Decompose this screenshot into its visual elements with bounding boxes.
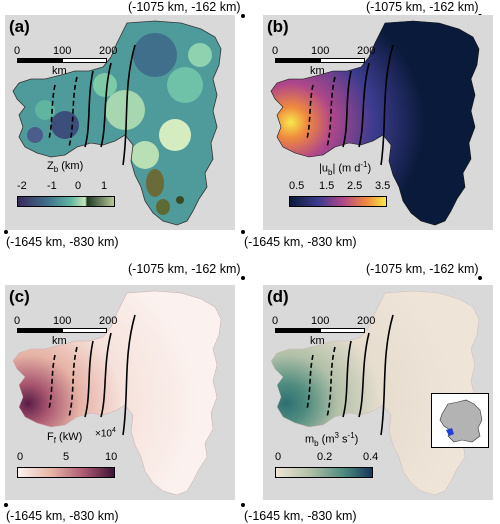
colorbar-tick: 0.5	[289, 180, 305, 192]
panel-label: (c)	[9, 287, 30, 306]
antarctica-map-icon	[439, 399, 483, 443]
corner-dot	[241, 503, 245, 507]
scale-segment-white	[320, 328, 365, 333]
antarctica-locator-inset	[431, 393, 489, 448]
colorbar-tick: -2	[17, 180, 27, 192]
scale-segment-black	[275, 58, 320, 63]
panel-label: (b)	[267, 17, 289, 36]
map-panel-basal-melt: (d) 0 100 200 km mb (m3 s-1) 0 0.2 0.4	[263, 285, 493, 500]
scale-segment-black	[17, 58, 62, 63]
corner-label-bottom-left-d: (-1645 km, -830 km)	[244, 509, 357, 523]
map-panel-bed-elevation: (a) 0 100 200 km Zb (km) -2 -1 0 1	[5, 15, 235, 230]
corner-label-top-right-b: (-1075 km, -162 km)	[366, 0, 479, 14]
scale-unit: km	[52, 65, 67, 77]
colorbar-bed-elevation: Zb (km) -2 -1 0 1	[17, 160, 117, 210]
corner-label-top-right-c: (-1075 km, -162 km)	[128, 262, 241, 276]
scale-tick-200: 200	[357, 45, 376, 57]
map-panel-frictional-heat: (c) 0 100 200 km Ff (kW) ×104 0 5 10	[5, 285, 235, 500]
scale-unit: km	[310, 335, 325, 347]
corner-label-top-right-a: (-1075 km, -162 km)	[128, 0, 241, 14]
scale-tick-0: 0	[272, 315, 279, 327]
scale-segment-black	[275, 328, 320, 333]
scale-tick-0: 0	[272, 45, 279, 57]
scale-unit: km	[310, 65, 325, 77]
colorbar-tick: 0	[17, 451, 24, 463]
scale-tick-100: 100	[311, 45, 330, 57]
colorbar-gradient	[17, 467, 115, 478]
corner-dot	[241, 230, 245, 234]
corner-dot	[241, 14, 245, 18]
colorbar-tick: 0	[75, 180, 82, 192]
corner-label-bottom-left-b: (-1645 km, -830 km)	[244, 235, 357, 249]
scale-bar: 0 100 200 km	[272, 45, 375, 79]
scale-segment-white	[62, 328, 107, 333]
colorbar-tick: 2.5	[347, 180, 363, 192]
frictional-heat-map	[12, 290, 222, 496]
colorbar-tick: -1	[47, 180, 57, 192]
corner-label-bottom-left-a: (-1645 km, -830 km)	[6, 235, 119, 249]
colorbar-title: |ub| (m d-1)	[319, 160, 372, 177]
scale-unit: km	[52, 335, 67, 347]
colorbar-tick: 10	[105, 451, 118, 463]
colorbar-multiplier: ×104	[95, 427, 116, 440]
colorbar-tick: 3.5	[375, 180, 391, 192]
scale-bar: 0 100 200 km	[14, 315, 117, 349]
corner-dot	[478, 276, 482, 280]
colorbar-basal-speed: |ub| (m d-1) 0.5 1.5 2.5 3.5	[289, 160, 391, 210]
scale-tick-100: 100	[53, 315, 72, 327]
panel-label: (a)	[9, 17, 30, 36]
scale-tick-200: 200	[99, 315, 118, 327]
scale-tick-0: 0	[14, 315, 21, 327]
panel-label: (d)	[267, 287, 289, 306]
colorbar-gradient	[289, 196, 387, 207]
colorbar-basal-melt: mb (m3 s-1) 0 0.2 0.4	[275, 431, 385, 481]
colorbar-tick: 5	[63, 451, 70, 463]
scale-tick-200: 200	[99, 45, 118, 57]
corner-label-top-right-d: (-1075 km, -162 km)	[366, 262, 479, 276]
colorbar-frictional-heat: Ff (kW) ×104 0 5 10	[17, 427, 127, 481]
map-panel-basal-speed: (b) 0 100 200 km |ub| (m d-1) 0.5 1.5 2.…	[263, 15, 493, 230]
corner-dot	[241, 276, 245, 280]
colorbar-title: Ff (kW)	[47, 431, 83, 446]
scale-tick-200: 200	[357, 315, 376, 327]
scale-bar: 0 100 200 km	[14, 45, 117, 79]
basal-speed-map	[270, 20, 480, 226]
colorbar-tick: 1.5	[319, 180, 335, 192]
colorbar-tick: 1	[101, 180, 108, 192]
scale-segment-black	[17, 328, 62, 333]
colorbar-tick: 0.2	[317, 451, 333, 463]
scale-bar: 0 100 200 km	[272, 315, 375, 349]
scale-tick-0: 0	[14, 45, 21, 57]
colorbar-gradient	[275, 467, 373, 478]
scale-tick-100: 100	[53, 45, 72, 57]
corner-dot	[4, 230, 8, 234]
colorbar-tick: 0.4	[363, 451, 379, 463]
scale-tick-100: 100	[311, 315, 330, 327]
colorbar-gradient	[17, 196, 115, 207]
corner-dot	[4, 503, 8, 507]
scale-segment-white	[320, 58, 365, 63]
scale-segment-white	[62, 58, 107, 63]
colorbar-title: mb (m3 s-1)	[305, 431, 359, 448]
colorbar-title: Zb (km)	[47, 160, 84, 175]
colorbar-tick: 0	[275, 451, 282, 463]
bed-elevation-map	[12, 20, 222, 226]
corner-label-bottom-left-c: (-1645 km, -830 km)	[6, 509, 119, 523]
